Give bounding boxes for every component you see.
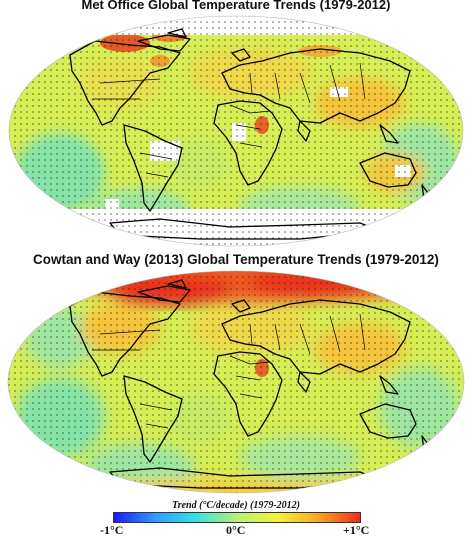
country-borders — [92, 62, 366, 178]
met-office-trend-map — [8, 15, 464, 247]
colorbar-title: Trend (°C/decade) (1979-2012) — [171, 500, 301, 511]
colorbar — [113, 512, 361, 523]
map-outline — [8, 15, 464, 247]
top-panel-title: Met Office Global Temperature Trends (19… — [81, 0, 391, 12]
colorbar-min-label: -1°C — [100, 523, 124, 537]
map-outline — [7, 270, 465, 494]
coastlines — [69, 28, 429, 240]
coastlines — [69, 279, 429, 489]
colorbar-mid-label: 0°C — [226, 523, 246, 537]
bottom-panel-title: Cowtan and Way (2013) Global Temperature… — [33, 252, 439, 267]
country-borders — [92, 313, 366, 429]
cowtan-way-trend-map — [7, 270, 465, 494]
significance-stippling — [9, 16, 463, 246]
colorbar-max-label: +1°C — [343, 523, 370, 537]
